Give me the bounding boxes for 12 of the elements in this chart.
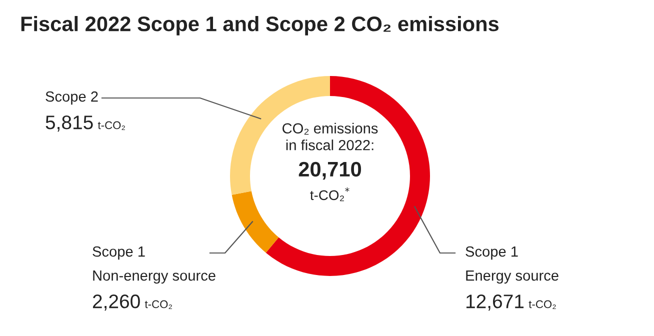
slice-label: Scope 2 xyxy=(46,91,98,105)
text: t-CO₂$^{*}$ xyxy=(310,187,350,202)
donut-slice xyxy=(266,76,430,276)
data-label: 5,815 t-CO₂ xyxy=(46,116,125,132)
slice-label: Scope 1 Non-energy source xyxy=(92,246,216,284)
data-label: 2,260 t-CO₂ xyxy=(92,294,172,311)
donut-slice xyxy=(232,191,279,253)
slice-label: Scope 1 Energy source xyxy=(466,246,558,284)
text: CO₂ emissions in fiscal 2022: xyxy=(282,122,378,150)
chart-title: Fiscal 2022 Scope 1 and Scope 2 CO₂ emissions xyxy=(21,16,499,36)
data-label: 12,671 t-CO₂ xyxy=(466,294,556,311)
text: 20,710 xyxy=(298,162,362,180)
